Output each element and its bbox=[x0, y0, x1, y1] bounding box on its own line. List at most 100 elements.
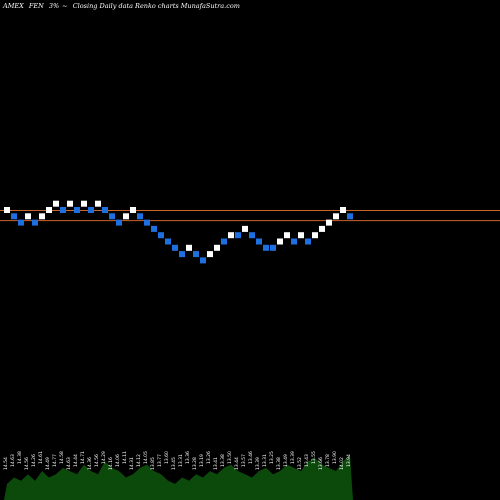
price-label-5: 14.61 bbox=[38, 451, 44, 464]
renko-brick-4 bbox=[32, 219, 38, 226]
tilde-label: ~ bbox=[62, 2, 68, 10]
renko-brick-18 bbox=[130, 207, 136, 213]
exchange-label: AMEX bbox=[3, 2, 24, 10]
price-label-14: 14.29 bbox=[101, 451, 107, 464]
price-label-44: 13.55 bbox=[311, 451, 317, 464]
renko-brick-22 bbox=[158, 232, 164, 239]
price-label-27: 13.28 bbox=[192, 457, 198, 470]
renko-brick-35 bbox=[249, 232, 255, 239]
price-label-0: 14.54 bbox=[3, 457, 9, 470]
renko-brick-0 bbox=[4, 207, 10, 213]
renko-brick-21 bbox=[151, 225, 157, 232]
price-label-11: 14.71 bbox=[80, 451, 86, 464]
renko-brick-2 bbox=[18, 219, 24, 226]
renko-brick-39 bbox=[277, 238, 283, 245]
renko-brick-48 bbox=[340, 207, 346, 213]
renko-brick-9 bbox=[67, 200, 73, 207]
renko-brick-49 bbox=[347, 213, 353, 220]
price-label-30: 13.41 bbox=[213, 457, 219, 470]
price-label-49: 13.94 bbox=[346, 454, 352, 467]
price-label-34: 13.57 bbox=[241, 454, 247, 467]
price-label-39: 13.38 bbox=[276, 457, 282, 470]
renko-brick-6 bbox=[46, 207, 52, 213]
renko-brick-36 bbox=[256, 238, 262, 245]
renko-brick-43 bbox=[305, 238, 311, 245]
renko-brick-30 bbox=[214, 244, 220, 251]
renko-brick-47 bbox=[333, 213, 339, 220]
price-label-4: 14.26 bbox=[31, 454, 37, 467]
price-label-37: 13.31 bbox=[262, 454, 268, 467]
price-label-24: 13.45 bbox=[171, 457, 177, 470]
renko-brick-26 bbox=[186, 244, 192, 251]
renko-brick-34 bbox=[242, 225, 248, 232]
renko-brick-40 bbox=[284, 232, 290, 239]
renko-brick-44 bbox=[312, 232, 318, 239]
price-label-33: 13.44 bbox=[234, 457, 240, 470]
price-label-48: 14.02 bbox=[339, 457, 345, 470]
price-label-41: 13.39 bbox=[290, 451, 296, 464]
price-label-6: 14.49 bbox=[45, 457, 51, 470]
price-label-7: 14.77 bbox=[52, 454, 58, 467]
price-label-46: 13.78 bbox=[325, 454, 331, 467]
price-label-21: 13.85 bbox=[150, 457, 156, 470]
renko-brick-14 bbox=[102, 207, 108, 213]
renko-brick-38 bbox=[270, 244, 276, 251]
chart-header: AMEX FEN 3% ~ Closing Daily data Renko ch… bbox=[3, 2, 243, 10]
price-label-38: 13.25 bbox=[269, 451, 275, 464]
renko-brick-3 bbox=[25, 213, 31, 220]
price-label-42: 13.52 bbox=[297, 457, 303, 470]
price-label-35: 13.46 bbox=[248, 451, 254, 464]
price-label-47: 13.90 bbox=[332, 451, 338, 464]
price-label-18: 14.31 bbox=[129, 457, 135, 470]
renko-brick-24 bbox=[172, 244, 178, 251]
renko-brick-17 bbox=[123, 213, 129, 220]
caption-label: Closing Daily data Renko charts MunafaSu… bbox=[72, 2, 240, 10]
renko-brick-16 bbox=[116, 219, 122, 226]
price-label-32: 13.50 bbox=[227, 451, 233, 464]
change-label: 3% bbox=[48, 2, 60, 10]
price-label-9: 14.63 bbox=[66, 457, 72, 470]
price-label-36: 13.39 bbox=[255, 457, 261, 470]
renko-brick-32 bbox=[228, 232, 234, 239]
renko-brick-15 bbox=[109, 213, 115, 220]
price-label-3: 14.56 bbox=[24, 457, 30, 470]
renko-brick-19 bbox=[137, 213, 143, 220]
renko-brick-1 bbox=[11, 213, 17, 220]
price-label-13: 14.56 bbox=[94, 454, 100, 467]
renko-brick-41 bbox=[291, 238, 297, 245]
price-label-20: 14.05 bbox=[143, 451, 149, 464]
renko-brick-46 bbox=[326, 219, 332, 226]
symbol-label: FEN bbox=[28, 2, 44, 10]
renko-brick-42 bbox=[298, 232, 304, 239]
price-label-1: 14.63 bbox=[10, 454, 16, 467]
renko-brick-23 bbox=[165, 238, 171, 245]
renko-brick-20 bbox=[144, 219, 150, 226]
renko-brick-5 bbox=[39, 213, 45, 220]
volume-area bbox=[4, 455, 353, 500]
price-label-25: 13.31 bbox=[178, 454, 184, 467]
price-label-12: 14.36 bbox=[87, 457, 93, 470]
renko-brick-25 bbox=[179, 251, 185, 258]
renko-brick-10 bbox=[74, 207, 80, 213]
renko-brick-13 bbox=[95, 200, 101, 207]
price-label-22: 13.77 bbox=[157, 454, 163, 467]
price-label-43: 13.43 bbox=[304, 454, 310, 467]
price-label-17: 14.11 bbox=[122, 451, 128, 464]
renko-brick-7 bbox=[53, 200, 59, 207]
renko-brick-37 bbox=[263, 244, 269, 251]
renko-brick-45 bbox=[319, 225, 325, 232]
renko-brick-8 bbox=[60, 207, 66, 213]
price-label-26: 13.36 bbox=[185, 451, 191, 464]
price-label-40: 13.49 bbox=[283, 454, 289, 467]
renko-brick-29 bbox=[207, 251, 213, 258]
renko-brick-33 bbox=[235, 232, 241, 239]
renko-brick-28 bbox=[200, 257, 206, 264]
price-label-19: 14.12 bbox=[136, 454, 142, 467]
price-label-29: 13.26 bbox=[206, 451, 212, 464]
price-label-45: 13.66 bbox=[318, 457, 324, 470]
renko-brick-12 bbox=[88, 207, 94, 213]
renko-brick-11 bbox=[81, 200, 87, 207]
price-label-16: 14.06 bbox=[115, 454, 121, 467]
